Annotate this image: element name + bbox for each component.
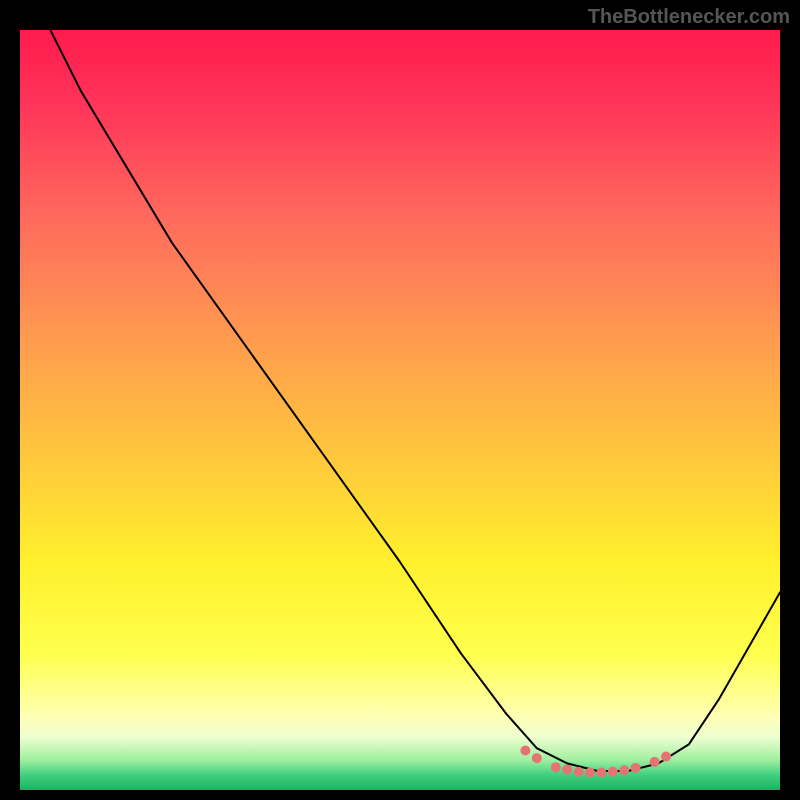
chart-container (20, 30, 780, 790)
bottleneck-curve (50, 30, 780, 771)
marker-point (608, 767, 618, 777)
marker-point (631, 763, 641, 773)
marker-point (520, 745, 530, 755)
marker-point (661, 752, 671, 762)
marker-point (532, 753, 542, 763)
marker-point (574, 767, 584, 777)
marker-point (585, 768, 595, 778)
curve-overlay (20, 30, 780, 790)
marker-point (619, 765, 629, 775)
watermark-text: TheBottlenecker.com (588, 6, 790, 29)
marker-point (596, 768, 606, 778)
marker-point (650, 757, 660, 767)
marker-point (551, 762, 561, 772)
marker-point (562, 764, 572, 774)
